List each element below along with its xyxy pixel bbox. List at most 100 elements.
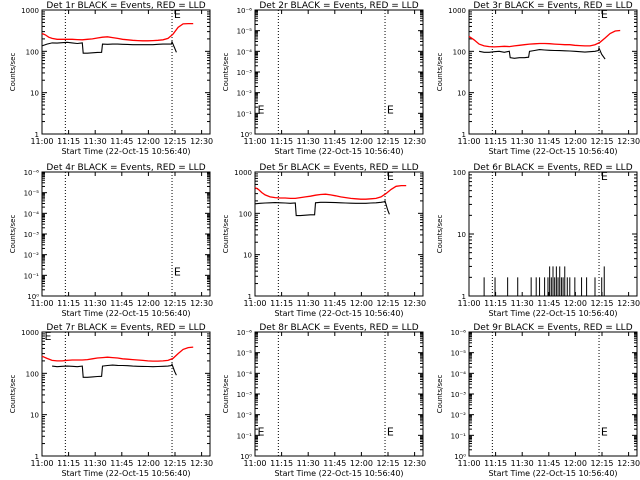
x-tick-label: 12:30 [617, 137, 640, 146]
y-tick-label: 10⁻¹ [237, 110, 253, 118]
chart-panel-3: Det 3r BLACK = Events, RED = LLD Start Ti… [436, 1, 640, 156]
x-tick-label: 11:00 [243, 459, 266, 468]
y-tick-label: 10⁻¹ [451, 432, 467, 440]
chart-title: Det 4r BLACK = Events, RED = LLD [46, 163, 205, 173]
y-axis-label: Counts/sec [9, 215, 17, 254]
y-tick-label: 10⁻⁵ [451, 350, 467, 358]
plot-frame [41, 171, 211, 297]
x-tick-label: 12:30 [403, 459, 426, 468]
y-tick-label: 10⁻⁵ [24, 190, 40, 198]
x-tick-label: 11:00 [30, 137, 53, 146]
x-tick-label: 12:30 [403, 137, 426, 146]
e-marker: E [174, 265, 181, 278]
x-tick-label: 11:00 [457, 459, 480, 468]
x-tick-label: 11:30 [511, 299, 534, 308]
x-tick-label: 12:15 [376, 299, 399, 308]
x-tick-label: 12:30 [617, 459, 640, 468]
y-tick-label: 100 [26, 48, 39, 56]
chart-panel-5: Det 5r BLACK = Events, RED = LLD Start Ti… [222, 163, 426, 318]
y-tick-label: 100 [453, 48, 466, 56]
e-marker: E [258, 103, 265, 116]
x-tick-label: 12:00 [564, 299, 587, 308]
series-events-line [478, 46, 606, 60]
y-tick-label: 10 [30, 412, 39, 420]
x-tick-label: 11:30 [297, 459, 320, 468]
x-tick-label: 11:45 [537, 459, 560, 468]
series-lld-line [41, 346, 194, 362]
y-tick-label: 10⁻³ [237, 69, 253, 77]
x-axis-label: Start Time (22-Oct-15 10:56:40) [61, 309, 190, 318]
x-tick-label: 12:30 [190, 299, 213, 308]
x-tick-label: 11:30 [297, 299, 320, 308]
e-marker: E [601, 8, 608, 21]
y-axis-label: Counts/sec [222, 53, 230, 92]
y-tick-label: 10 [243, 252, 252, 260]
x-tick-label: 11:30 [84, 459, 107, 468]
x-tick-label: 11:45 [537, 137, 560, 146]
series-events-line [254, 199, 390, 217]
x-axis-label: Start Time (22-Oct-15 10:56:40) [274, 469, 403, 478]
y-tick-label: 10⁻¹ [24, 272, 40, 280]
x-tick-label: 12:15 [590, 459, 613, 468]
y-tick-label: 10 [30, 90, 39, 98]
y-tick-label: 10⁻² [24, 252, 40, 260]
x-axis-label: Start Time (22-Oct-15 10:56:40) [488, 147, 617, 156]
x-tick-label: 11:45 [110, 459, 133, 468]
chart-title: Det 5r BLACK = Events, RED = LLD [259, 163, 418, 173]
y-axis-label: Counts/sec [222, 215, 230, 254]
y-tick-label: 10 [457, 90, 466, 98]
y-tick-label: 1 [248, 293, 252, 301]
plot-frame [468, 9, 638, 135]
y-tick-label: 10⁻⁴ [24, 210, 40, 218]
y-tick-label: 10⁻⁵ [237, 28, 253, 36]
y-tick-label: 1000 [448, 7, 466, 15]
chart-title: Det 3r BLACK = Events, RED = LLD [473, 1, 632, 11]
chart-title: Det 9r BLACK = Events, RED = LLD [473, 323, 632, 333]
y-tick-label: 10⁻⁴ [451, 370, 467, 378]
e-marker: E [45, 330, 52, 343]
y-tick-label: 1 [462, 131, 466, 139]
x-tick-label: 12:00 [350, 137, 373, 146]
x-tick-label: 12:30 [190, 137, 213, 146]
y-axis-label: Counts/sec [9, 375, 17, 414]
x-tick-label: 12:15 [163, 137, 186, 146]
chart-panel-6: Det 6r BLACK = Events, RED = LLD Start Ti… [436, 163, 640, 318]
y-tick-label: 1000 [234, 169, 252, 177]
x-tick-label: 11:00 [457, 299, 480, 308]
y-tick-label: 10⁻³ [237, 391, 253, 399]
x-tick-label: 12:00 [137, 137, 160, 146]
y-tick-label: 10⁻⁶ [451, 329, 467, 337]
y-tick-label: 10⁰ [240, 453, 252, 461]
y-axis-label: Counts/sec [436, 53, 444, 92]
x-tick-label: 11:45 [110, 299, 133, 308]
chart-title: Det 7r BLACK = Events, RED = LLD [46, 323, 205, 333]
series-events-line [41, 40, 177, 54]
y-tick-label: 10⁻¹ [237, 432, 253, 440]
e-marker: E [387, 103, 394, 116]
x-tick-label: 11:15 [57, 137, 80, 146]
y-tick-label: 10⁻³ [24, 231, 40, 239]
e-marker: E [258, 425, 265, 438]
x-axis-label: Start Time (22-Oct-15 10:56:40) [61, 147, 190, 156]
x-tick-label: 11:30 [511, 459, 534, 468]
plot-frame [254, 171, 424, 297]
x-axis-label: Start Time (22-Oct-15 10:56:40) [61, 469, 190, 478]
plot-frame [468, 331, 638, 457]
series-lld-line [468, 29, 621, 48]
x-tick-label: 12:15 [590, 137, 613, 146]
x-tick-label: 11:45 [537, 299, 560, 308]
chart-panel-8: Det 8r BLACK = Events, RED = LLD Start Ti… [222, 323, 426, 478]
y-tick-label: 10⁻² [237, 90, 253, 98]
y-tick-label: 10⁰ [240, 131, 252, 139]
y-tick-label: 10⁻⁴ [237, 370, 253, 378]
e-marker: E [601, 425, 608, 438]
y-tick-label: 10⁰ [454, 453, 466, 461]
series-events-line [52, 362, 177, 378]
x-tick-label: 12:00 [350, 459, 373, 468]
y-tick-label: 10 [457, 231, 466, 239]
y-tick-label: 10⁻⁶ [24, 169, 40, 177]
x-tick-label: 11:15 [484, 299, 507, 308]
chart-panel-9: Det 9r BLACK = Events, RED = LLD Start Ti… [436, 323, 640, 478]
x-tick-label: 11:00 [30, 459, 53, 468]
